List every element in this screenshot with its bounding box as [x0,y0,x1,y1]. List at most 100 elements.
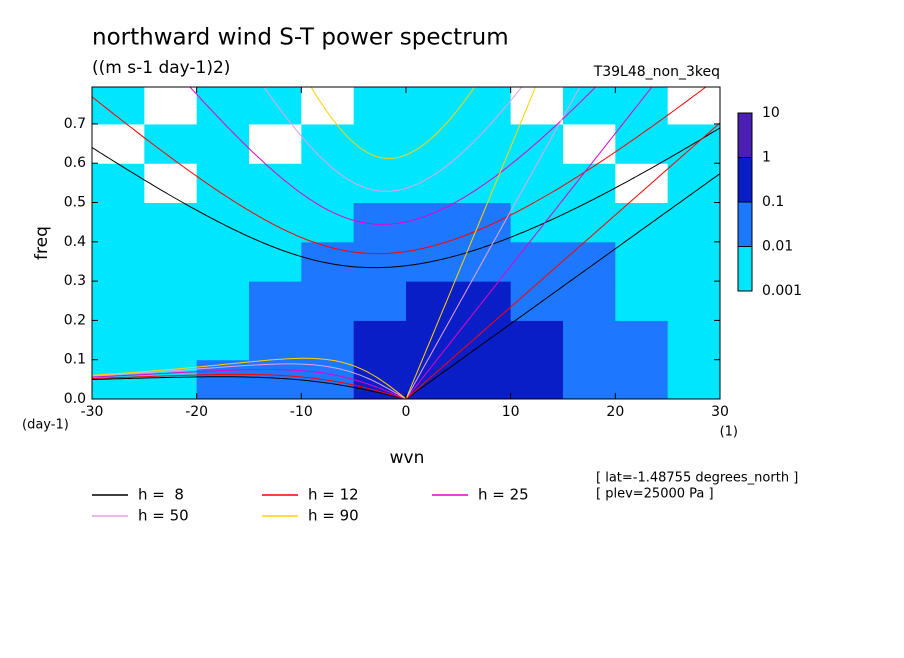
field-cell [615,241,669,282]
field-cell [196,163,250,204]
dispersion-curve [189,87,597,225]
x-tick-label: 30 [711,404,729,420]
field-cell [458,87,512,125]
field-cell [249,87,302,125]
field-cell [458,359,512,399]
field-cell [510,241,564,282]
field-cell [406,320,459,361]
chart-subtitle: ((m s-1 day-1)2) [92,58,230,78]
field-cell [667,241,720,282]
annotation: [ plev=25000 Pa ] [596,487,714,502]
colorbar-box [737,112,753,158]
y-tick-label: 0.3 [64,273,86,289]
x-tick-label: 10 [502,404,520,420]
field-cell [510,202,564,243]
field-cell [249,163,302,204]
field-cell [510,320,564,361]
field-cell [510,87,564,125]
y-tick-label: 0.7 [64,116,86,132]
field-cell [196,281,250,321]
colorbar-box [737,246,753,292]
field-cell [406,163,459,204]
field-cell [458,163,512,204]
field-cell [144,241,198,282]
y-tick-label: 0.1 [64,352,86,368]
y-tick-label: 0.6 [64,155,86,171]
field-cell [144,202,198,243]
dispersion-curve [263,87,523,192]
x-tick-label: -20 [185,404,208,420]
field-cell [301,281,355,321]
field-cell [196,202,250,243]
x-tick-label: -10 [290,404,313,420]
run-label: T39L48_non_3keq [593,64,720,80]
field-cell [301,320,355,361]
dispersion-curve [92,376,407,399]
field-cell [144,359,198,399]
dispersion-curve [92,127,720,269]
field-cell [563,87,616,125]
field-cell [144,281,198,321]
colorbar-label: 10 [762,105,780,121]
annotation: [ lat=-1.48755 degrees_north ] [596,471,798,486]
dispersion-curve [405,87,581,399]
field-cell [406,202,459,243]
field-cell [353,320,407,361]
dispersion-curve [92,363,407,399]
field-cell [144,320,198,361]
field-cell [615,202,669,243]
dispersion-curve [405,173,720,399]
chart-title: northward wind S-T power spectrum [92,25,509,51]
field-cell [144,163,198,204]
field-cell [249,281,302,321]
field-cell [196,87,250,125]
legend-label: h = 50 [138,507,189,525]
field-cell [510,163,564,204]
dispersion-curve [405,122,720,399]
x-tick-label: -30 [81,404,104,420]
field-cell [353,163,407,204]
field-cell [92,202,145,243]
dispersion-curve [405,87,653,399]
field-cell [301,241,355,282]
field-cell [667,359,720,399]
colorbar-label: 0.01 [762,239,793,255]
field-cell [353,87,407,125]
field-cell [667,87,720,125]
field-cell [406,87,459,125]
field-cell [563,163,616,204]
dispersion-curve [92,87,707,255]
field-cell [615,359,669,399]
field-cell [353,241,407,282]
field-cell [92,163,145,204]
field-cell [510,281,564,321]
y-tick-label: 0.0 [64,391,86,407]
x-tick-label: 20 [606,404,624,420]
colorbar-label: 1 [762,150,771,166]
field-cell [667,163,720,204]
field-cell [92,281,145,321]
legend-label: h = 25 [478,486,529,504]
field-cell [667,320,720,361]
field-cell [92,241,145,282]
field-cell [249,320,302,361]
field-cell [615,320,669,361]
legend-label: h = 90 [308,507,359,525]
field-cell [92,87,145,125]
field-cell [563,359,616,399]
field-cell [249,123,302,164]
field-cell [196,320,250,361]
field-cell [301,359,355,399]
field-cell [406,123,459,164]
field-cell [667,281,720,321]
field-cell [458,241,512,282]
x-tick-label: 0 [402,404,411,420]
y-tick-label: 0.2 [64,312,86,328]
field-cell [301,202,355,243]
field-cell [458,281,512,321]
field-cell [563,241,616,282]
field-cell [615,123,669,164]
field-cell [510,359,564,399]
